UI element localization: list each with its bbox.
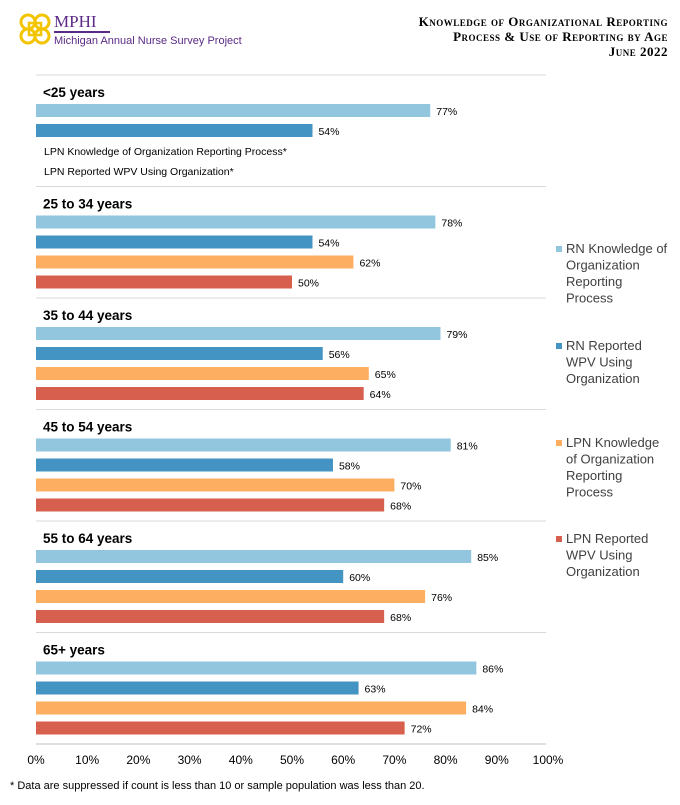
- data-label: 68%: [390, 501, 411, 513]
- legend-entry-3: LPN Knowledge of Organization Reporting Pro…: [566, 435, 659, 500]
- data-label: 84%: [472, 704, 493, 716]
- bar-3: [36, 701, 467, 715]
- legend-swatch-1: [556, 246, 562, 252]
- legend-entry-1: RN Knowledge of Organization Reporting Proc…: [566, 241, 668, 306]
- data-label: 85%: [477, 552, 498, 564]
- logo-name: MPHI: [54, 12, 97, 31]
- x-tick-label: 50%: [280, 753, 304, 767]
- footnote: * Data are suppressed if count is less t…: [10, 780, 425, 792]
- x-tick-label: 30%: [178, 753, 202, 767]
- bar-4: [36, 721, 405, 735]
- bar-1: [36, 327, 441, 340]
- x-tick-label: 40%: [229, 753, 253, 767]
- data-label: 56%: [329, 349, 350, 361]
- legend-swatch-3: [556, 440, 562, 446]
- x-tick-label: 90%: [485, 753, 509, 767]
- group-label: 35 to 44 years: [43, 308, 132, 323]
- data-label: 54%: [318, 238, 339, 250]
- chart-title: Knowledge of Organizational Reporting Pr…: [419, 14, 668, 59]
- data-label: 72%: [411, 724, 432, 736]
- data-label: 81%: [457, 441, 478, 453]
- data-label: 77%: [436, 106, 457, 118]
- x-tick-label: 60%: [331, 753, 355, 767]
- suppressed-note: LPN Reported WPV Using Organization*: [44, 166, 234, 178]
- bar-3: [36, 478, 395, 492]
- data-label: 62%: [359, 258, 380, 270]
- bar-1: [36, 104, 431, 117]
- logo-subtitle: Michigan Annual Nurse Survey Project: [54, 35, 242, 47]
- logo-knot-icon: [19, 13, 51, 45]
- bar-4: [36, 498, 385, 512]
- data-label: 65%: [375, 369, 396, 381]
- x-tick-label: 10%: [75, 753, 99, 767]
- bar-chart: <25 years 77% 54% LPN Knowledge of Organiza…: [27, 74, 668, 767]
- data-label: 50%: [298, 278, 319, 290]
- data-label: 76%: [431, 592, 452, 604]
- bar-2: [36, 124, 313, 137]
- data-label: 54%: [318, 126, 339, 138]
- x-tick-label: 100%: [533, 753, 564, 767]
- x-tick-label: 70%: [382, 753, 406, 767]
- data-label: 64%: [370, 389, 391, 401]
- title-line-2: Process & Use of Reporting by Age: [453, 29, 668, 44]
- bar-1: [36, 215, 436, 229]
- bar-3: [36, 255, 354, 269]
- legend-entry-4: LPN Reported WPV Using Organization: [566, 531, 648, 579]
- x-tick-label: 0%: [27, 753, 45, 767]
- group-label: 25 to 34 years: [43, 197, 132, 212]
- x-tick-label: 20%: [126, 753, 150, 767]
- bar-2: [36, 681, 359, 695]
- bar-3: [36, 590, 426, 603]
- bar-1: [36, 550, 472, 563]
- mphi-logo: MPHI Michigan Annual Nurse Survey Projec…: [18, 10, 242, 50]
- bar-4: [36, 610, 385, 623]
- bar-2: [36, 235, 313, 249]
- suppressed-note: LPN Knowledge of Organization Reporting …: [44, 146, 287, 158]
- bar-1: [36, 438, 451, 452]
- group-label: 45 to 54 years: [43, 420, 132, 435]
- legend-swatch-4: [556, 536, 562, 542]
- data-label: 68%: [390, 612, 411, 624]
- title-line-1: Knowledge of Organizational Reporting: [418, 14, 668, 29]
- data-label: 86%: [482, 664, 503, 676]
- data-label: 60%: [349, 572, 370, 584]
- bar-3: [36, 367, 369, 380]
- bar-2: [36, 570, 344, 583]
- bar-2: [36, 347, 323, 360]
- data-label: 63%: [365, 684, 386, 696]
- bar-2: [36, 458, 333, 472]
- title-line-3: June 2022: [608, 44, 668, 59]
- x-tick-label: 80%: [434, 753, 458, 767]
- logo-divider: [54, 31, 110, 33]
- group-label: <25 years: [43, 85, 105, 100]
- group-label: 65+ years: [43, 643, 105, 658]
- legend-swatch-2: [556, 343, 562, 349]
- data-label: 79%: [446, 329, 467, 341]
- group-label: 55 to 64 years: [43, 531, 132, 546]
- bar-4: [36, 387, 364, 400]
- data-label: 78%: [441, 218, 462, 230]
- bar-1: [36, 661, 477, 675]
- bar-4: [36, 275, 292, 289]
- data-label: 70%: [400, 481, 421, 493]
- data-label: 58%: [339, 461, 360, 473]
- legend-entry-2: RN Reported WPV Using Organization: [566, 338, 642, 386]
